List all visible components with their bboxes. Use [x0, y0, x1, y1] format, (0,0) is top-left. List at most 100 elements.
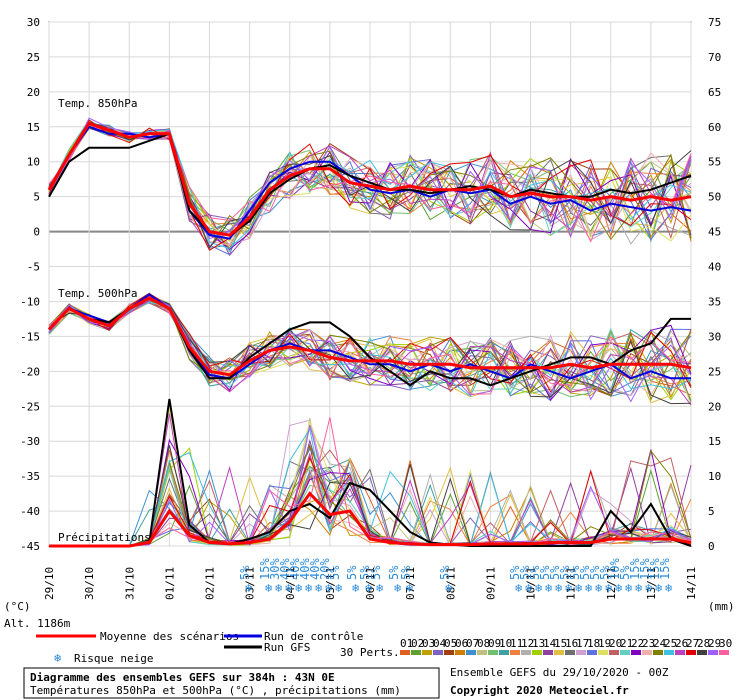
y-right-tick: 45: [708, 226, 721, 239]
y-left-tick: -5: [27, 261, 40, 274]
snowflake-icon: ❄: [645, 581, 652, 595]
pert-swatch: [686, 650, 696, 655]
pert-swatch: [719, 650, 729, 655]
snowflake-icon: ❄: [445, 581, 452, 595]
pert-swatch: [510, 650, 520, 655]
y-left-tick: -30: [20, 435, 40, 448]
x-tick-label: 07/11: [404, 567, 417, 600]
y-left-tick: -35: [20, 470, 40, 483]
snowflake-icon: ❄: [365, 581, 372, 595]
snowflake-icon: ❄: [352, 581, 359, 595]
snowflake-icon: ❄: [625, 581, 632, 595]
y-right-tick: 70: [708, 51, 721, 64]
x-tick-label: 10/11: [525, 567, 538, 600]
pert-swatch: [642, 650, 652, 655]
snowflake-icon: ❄: [406, 581, 413, 595]
source-line: Ensemble GEFS du 29/10/2020 - 00Z: [450, 666, 669, 679]
pert-swatch: [521, 650, 531, 655]
snow-risk-value: 5%: [399, 565, 413, 580]
x-tick-label: 11/11: [565, 567, 578, 600]
snowflake-icon: ❄: [265, 581, 272, 595]
member-line-t850: [48, 119, 692, 251]
y-right-tick: 40: [708, 261, 721, 274]
snowflake-icon: ❄: [245, 581, 252, 595]
pert-swatch: [576, 650, 586, 655]
member-line-precip: [49, 445, 692, 547]
left-axis-ticks: 30 25 20 15 10 5 0 -5 -10 -15 -20 -25 -30 -35 -40 -45: [20, 16, 40, 553]
y-right-tick: 25: [708, 365, 721, 378]
snow-risk-value: 15%: [258, 558, 272, 580]
snowflake-icon: ❄: [295, 581, 302, 595]
pert-number: 08: [477, 637, 490, 650]
snowflake-icon: ❄: [635, 581, 642, 595]
snow-risk-value: 10%: [608, 558, 622, 580]
pert-swatch: [697, 650, 707, 655]
pert-swatch: [598, 650, 608, 655]
pert-swatch: [422, 650, 432, 655]
y-right-tick: 55: [708, 156, 721, 169]
snowflake-icon: ❄: [515, 581, 522, 595]
snow-risk-value: 15%: [648, 558, 662, 580]
pert-number: 11: [510, 637, 523, 650]
pert-swatch: [620, 650, 630, 655]
x-axis-ticks: 29/10 30/10 31/10 01/11 02/11 03/11 04/11 05/11…: [43, 567, 698, 600]
pert-number: 18: [587, 637, 600, 650]
legend-perts-label: 30 Perts.: [340, 646, 400, 659]
pert-number: 17: [576, 637, 589, 650]
snow-risk-value: 5%: [588, 565, 602, 580]
snowflake-icon: ❄: [585, 581, 592, 595]
snow-risk-value: 5%: [369, 565, 383, 580]
y-left-tick: 20: [27, 86, 40, 99]
pert-number: 27: [686, 637, 699, 650]
y-left-tick: -40: [20, 505, 40, 518]
snow-risk-value: 5%: [618, 565, 632, 580]
panel-label-t850: Temp. 850hPa: [58, 97, 137, 110]
snow-risk-value: 5%: [387, 565, 401, 580]
pert-number: 13: [532, 637, 545, 650]
x-tick-label: 30/10: [83, 567, 96, 600]
snowflake-icon: ❄: [325, 581, 332, 595]
legend-control-label: Run de contrôle: [264, 630, 363, 643]
x-tick-label: 09/11: [484, 567, 497, 600]
y-right-tick: 50: [708, 191, 721, 204]
snow-risk-row: 5%❄15%❄30%❄40%❄40%❄40%❄40%❄20%❄5%❄5%❄5%❄…: [238, 558, 672, 595]
pert-swatch: [543, 650, 553, 655]
snow-risk-value: 5%: [518, 565, 532, 580]
pert-swatch: [477, 650, 487, 655]
pert-number: 22: [631, 637, 644, 650]
pert-number: 12: [521, 637, 534, 650]
snow-risk-value: 40%: [298, 558, 312, 580]
copyright: Copyright 2020 Meteociel.fr: [450, 684, 629, 697]
pert-number: 23: [642, 637, 655, 650]
snow-risk-value: 5%: [328, 565, 342, 580]
pert-swatch: [455, 650, 465, 655]
snow-risk-value: 15%: [638, 558, 652, 580]
main-series: [47, 121, 692, 548]
snow-risk-value: 5%: [578, 565, 592, 580]
pert-swatch: [400, 650, 410, 655]
series-line-precip: [49, 398, 692, 547]
pert-swatch: [587, 650, 597, 655]
y-right-unit: (mm): [708, 600, 735, 613]
x-tick-label: 31/10: [123, 567, 136, 600]
y-right-tick: 75: [708, 16, 721, 29]
x-tick-label: 05/11: [324, 567, 337, 600]
y-left-tick: -45: [20, 540, 40, 553]
legend-mean-label: Moyenne des scénarios: [100, 630, 239, 643]
series-line-t500: [48, 293, 691, 380]
series-line-t500: [47, 296, 692, 377]
y-left-unit: (°C): [4, 600, 31, 613]
snow-risk-value: 40%: [288, 558, 302, 580]
snowflake-icon: ❄: [535, 581, 542, 595]
snowflake-icon: ❄: [615, 581, 622, 595]
snow-risk-value: 5%: [568, 565, 582, 580]
pert-swatch: [554, 650, 564, 655]
pert-number: 06: [455, 637, 468, 650]
pert-swatch: [466, 650, 476, 655]
y-right-tick: 10: [708, 470, 721, 483]
snowflake-icon: ❄: [525, 581, 532, 595]
y-left-tick: -10: [20, 295, 40, 308]
pert-swatch: [565, 650, 575, 655]
legend-snow-label: Risque neige: [74, 652, 153, 665]
y-left-tick: 25: [27, 51, 40, 64]
